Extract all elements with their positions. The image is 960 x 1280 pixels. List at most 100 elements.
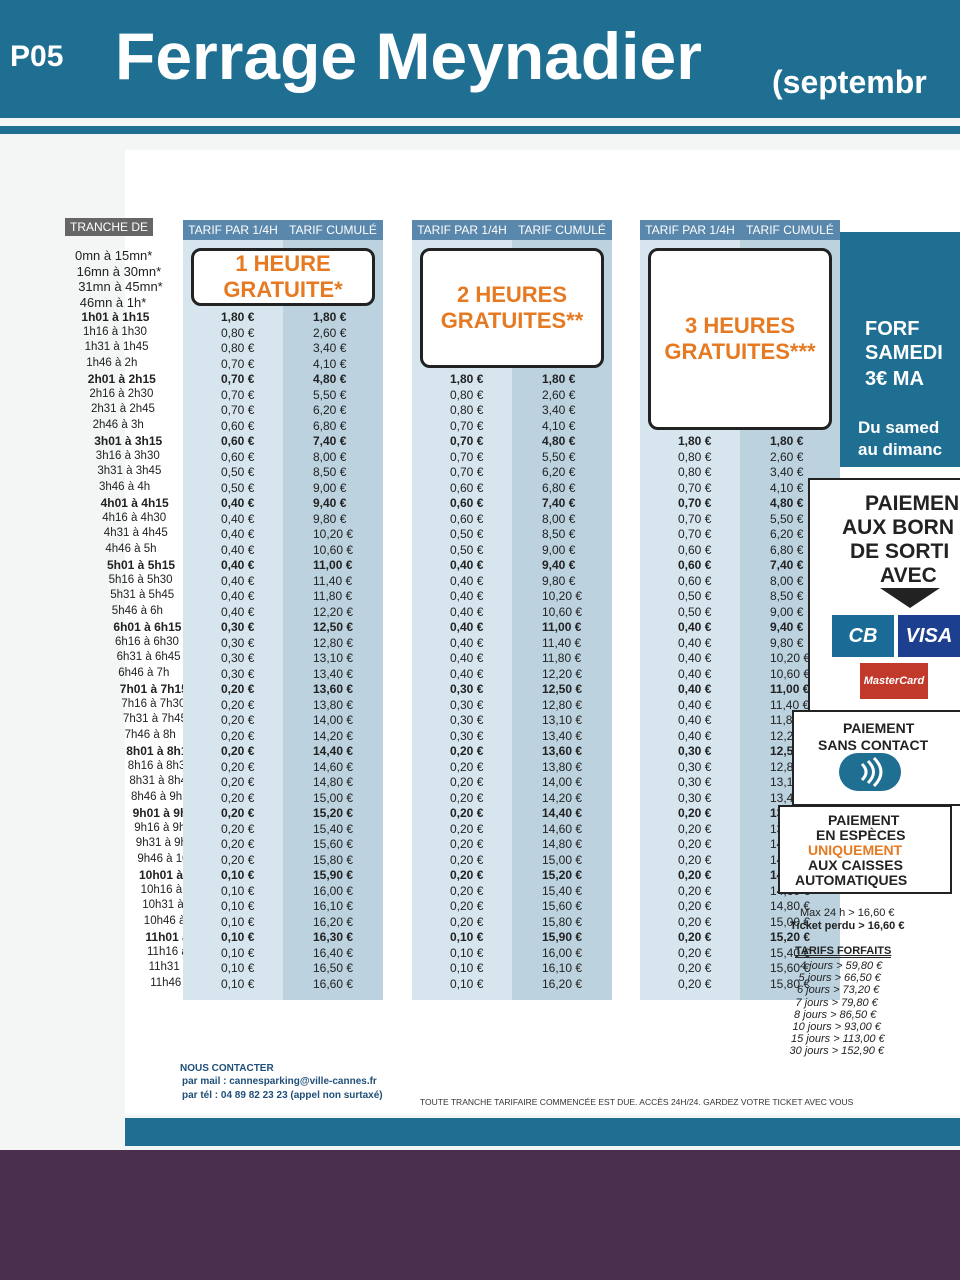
cumulative-rate: 9,00 € xyxy=(770,604,804,619)
time-slot: 1h16 à 1h30 xyxy=(83,325,147,338)
quarter-rate: 0,20 € xyxy=(678,821,712,836)
quarter-rate: 0,60 € xyxy=(221,434,255,448)
package-price: 8 jours > 86,50 € xyxy=(794,1008,877,1021)
quarter-rate: 0,80 € xyxy=(450,387,484,402)
card-payment-text: AVEC xyxy=(880,564,937,587)
free-period-text: 1 HEURE xyxy=(235,251,331,276)
quarter-rate: 0,40 € xyxy=(450,635,484,650)
quarter-rate: 0,10 € xyxy=(221,930,255,944)
quarter-rate: 0,30 € xyxy=(450,728,484,743)
contactless-text: PAIEMENT xyxy=(843,720,915,736)
quarter-rate: 0,20 € xyxy=(221,759,255,774)
quarter-rate: 0,30 € xyxy=(450,697,484,712)
quarter-rate: 0,70 € xyxy=(678,511,712,526)
quarter-rate: 0,40 € xyxy=(450,558,484,572)
column-header: TARIF CUMULÉ xyxy=(283,220,383,240)
package-price: 7 jours > 79,80 € xyxy=(795,996,878,1009)
time-slot: 0mn à 15mn* xyxy=(75,248,153,263)
cumulative-rate: 10,20 € xyxy=(770,651,811,665)
cumulative-rate: 14,00 € xyxy=(542,775,583,789)
quarter-rate: 0,60 € xyxy=(450,511,484,526)
quarter-rate: 0,10 € xyxy=(450,976,484,991)
free-period-text: 3 HEURES xyxy=(684,313,796,338)
quarter-rate: 0,50 € xyxy=(221,465,255,479)
cumulative-rate: 15,40 € xyxy=(770,945,811,960)
quarter-rate: 0,30 € xyxy=(678,744,712,758)
package-price: 4 jours > 59,80 € xyxy=(800,960,883,972)
quarter-rate: 0,50 € xyxy=(678,604,712,619)
cumulative-rate: 15,00 € xyxy=(770,914,811,929)
slot-header: TRANCHE DE xyxy=(65,218,153,236)
quarter-rate: 0,40 € xyxy=(678,620,712,634)
cumulative-rate: 3,40 € xyxy=(770,465,804,479)
free-period-box: 1 HEURE GRATUITE* xyxy=(191,248,375,306)
quarter-rate: 0,40 € xyxy=(678,666,712,681)
quarter-rate: 0,40 € xyxy=(678,713,712,727)
quarter-rate: 0,70 € xyxy=(450,434,484,448)
cumulative-rate: 13,10 € xyxy=(313,651,354,665)
time-slot: 3h16 à 3h30 xyxy=(95,449,160,462)
quarter-rate: 0,40 € xyxy=(221,496,255,510)
package-price: 6 jours > 73,20 € xyxy=(797,984,880,997)
contact-mail: par mail : cannesparking@ville-cannes.fr xyxy=(182,1076,377,1087)
cumulative-rate: 16,20 € xyxy=(542,976,583,991)
footer-notice: TOUTE TRANCHE TARIFAIRE COMMENCÉE EST DU… xyxy=(420,1097,854,1107)
cumulative-rate: 13,40 € xyxy=(542,728,583,743)
quarter-rate: 0,50 € xyxy=(678,589,712,603)
time-slot: 8h16 à 8h30 xyxy=(127,759,192,772)
time-slot: 9h16 à 9h30 xyxy=(134,821,199,834)
quarter-rate: 0,60 € xyxy=(450,496,484,510)
cumulative-rate: 8,50 € xyxy=(542,527,576,541)
cash-text: EN ESPÈCES xyxy=(816,827,906,843)
time-slot: 46mn à 1h* xyxy=(79,294,147,310)
cumulative-rate: 9,00 € xyxy=(313,480,347,495)
quarter-rate: 1,80 € xyxy=(221,310,255,324)
free-period-box: 2 HEURES GRATUITES** xyxy=(420,248,604,368)
quarter-rate: 0,40 € xyxy=(450,589,484,603)
time-slot: 6h46 à 7h xyxy=(118,666,170,679)
cumulative-rate: 15,20 € xyxy=(542,868,583,882)
quarter-rate: 0,30 € xyxy=(221,651,255,665)
cumulative-rate: 14,40 € xyxy=(313,744,354,758)
time-slot: 8h01 à 8h15 xyxy=(126,744,195,758)
quarter-rate: 0,20 € xyxy=(450,914,484,929)
quarter-rate: 0,20 € xyxy=(221,728,255,743)
package-price: 10 jours > 93,00 € xyxy=(792,1021,881,1033)
cumulative-rate: 15,90 € xyxy=(542,930,583,944)
quarter-rate: 0,70 € xyxy=(678,496,712,510)
quarter-rate: 0,70 € xyxy=(450,418,484,433)
footer-band xyxy=(125,1118,960,1146)
cumulative-rate: 2,60 € xyxy=(313,325,347,340)
cumulative-rate: 8,00 € xyxy=(313,449,347,464)
time-slot: 6h01 à 6h15 xyxy=(113,620,182,634)
cumulative-rate: 11,40 € xyxy=(770,697,810,712)
cumulative-rate: 16,00 € xyxy=(542,945,583,960)
quarter-rate: 0,10 € xyxy=(221,945,255,960)
cumulative-rate: 11,80 € xyxy=(313,589,353,603)
tariff-column xyxy=(283,238,383,1000)
cumulative-rate: 9,80 € xyxy=(313,511,347,526)
quarter-rate: 0,20 € xyxy=(678,945,712,960)
quarter-rate: 0,30 € xyxy=(678,790,712,805)
quarter-rate: 0,30 € xyxy=(678,759,712,774)
cumulative-rate: 3,40 € xyxy=(313,341,347,355)
time-slot: 8h46 à 9h xyxy=(131,790,183,803)
quarter-rate: 0,10 € xyxy=(221,914,255,929)
cumulative-rate: 14,80 € xyxy=(770,899,811,913)
time-slot: 1h01 à 1h15 xyxy=(81,310,150,324)
free-period-box: 3 HEURES GRATUITES*** xyxy=(648,248,832,430)
quarter-rate: 0,70 € xyxy=(221,387,255,402)
cumulative-rate: 15,40 € xyxy=(313,821,354,836)
time-slot: 7h01 à 7h15 xyxy=(119,682,188,696)
cumulative-rate: 14,60 € xyxy=(542,821,583,836)
quarter-rate: 0,70 € xyxy=(221,372,255,386)
quarter-rate: 0,40 € xyxy=(221,573,255,588)
quarter-rate: 0,40 € xyxy=(221,604,255,619)
cumulative-rate: 9,40 € xyxy=(770,620,804,634)
cumulative-rate: 10,20 € xyxy=(542,589,583,603)
contact-phone: par tél : 04 89 82 23 23 (appel non surt… xyxy=(182,1090,383,1101)
cumulative-rate: 10,60 € xyxy=(313,542,354,557)
free-period-text: GRATUITE* xyxy=(223,277,343,302)
quarter-rate: 0,10 € xyxy=(450,961,484,975)
